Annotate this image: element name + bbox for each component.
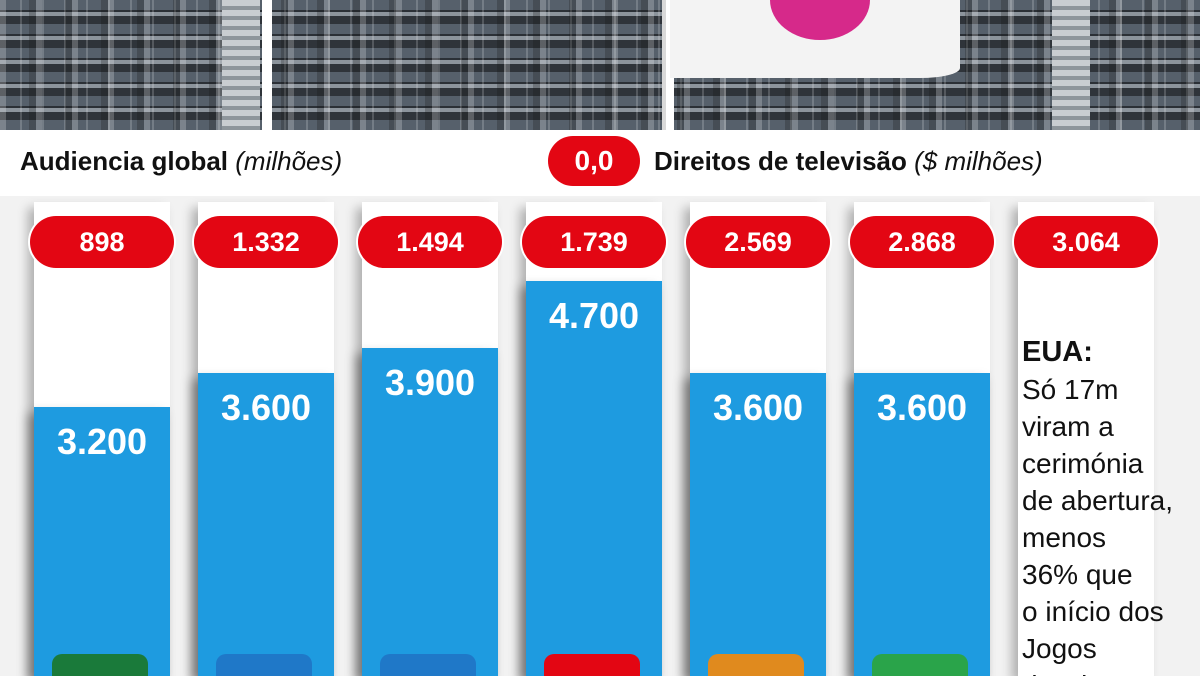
usa-note-title: EUA:	[1022, 336, 1093, 368]
games-emblem-icon	[708, 654, 804, 676]
audience-header: Audiencia global (milhões)	[20, 146, 342, 177]
tv-rights-value-pill: 2.868	[850, 216, 994, 268]
audience-bar	[362, 348, 498, 676]
stadium-aisle	[1052, 0, 1090, 130]
games-emblem-icon	[872, 654, 968, 676]
games-emblem-icon	[52, 654, 148, 676]
audience-bar	[854, 373, 990, 676]
tv-rights-value-pill: 898	[30, 216, 174, 268]
games-emblem-icon	[216, 654, 312, 676]
audience-value-label: 3.600	[220, 387, 312, 429]
stadium-aisle	[222, 0, 260, 130]
audience-bar-chart: 3.200 898 3.600 1.332 3.900 1.494 4.700 1.739 3.…	[0, 196, 1200, 676]
tv-rights-value-pill: 3.064	[1014, 216, 1158, 268]
audience-bar	[198, 373, 334, 676]
audience-value-label: 3.600	[712, 387, 804, 429]
tv-rights-unit: ($ milhões)	[914, 146, 1043, 176]
rights-legend-pill: 0,0	[548, 136, 640, 186]
audience-title: Audiencia global	[20, 146, 229, 176]
audience-unit: (milhões)	[235, 146, 343, 176]
usa-note: EUA: Só 17m viram a cerimónia de abertur…	[1022, 334, 1200, 676]
tv-rights-value-pill: 1.332	[194, 216, 338, 268]
audience-bar	[526, 281, 662, 676]
audience-value-label: 3.600	[876, 387, 968, 429]
stadium-seats	[0, 0, 1200, 130]
usa-note-body: Só 17m viram a cerimónia de abertura, me…	[1022, 374, 1173, 676]
audience-bar	[34, 407, 170, 676]
tv-rights-value-pill: 1.739	[522, 216, 666, 268]
audience-value-label: 3.200	[56, 421, 148, 463]
audience-bar	[690, 373, 826, 676]
games-emblem-icon	[380, 654, 476, 676]
photo-divider	[262, 0, 272, 130]
audience-value-label: 4.700	[548, 295, 640, 336]
games-emblem-icon	[544, 654, 640, 676]
column-background	[1018, 202, 1154, 676]
tv-rights-title: Direitos de televisão	[654, 146, 907, 176]
tv-rights-header: Direitos de televisão ($ milhões)	[654, 146, 1043, 177]
audience-value-label: 3.900	[384, 362, 476, 404]
tv-rights-value-pill: 2.569	[686, 216, 830, 268]
flag-pole	[662, 0, 666, 130]
tv-rights-value-pill: 1.494	[358, 216, 502, 268]
stadium-photo	[0, 0, 1200, 130]
